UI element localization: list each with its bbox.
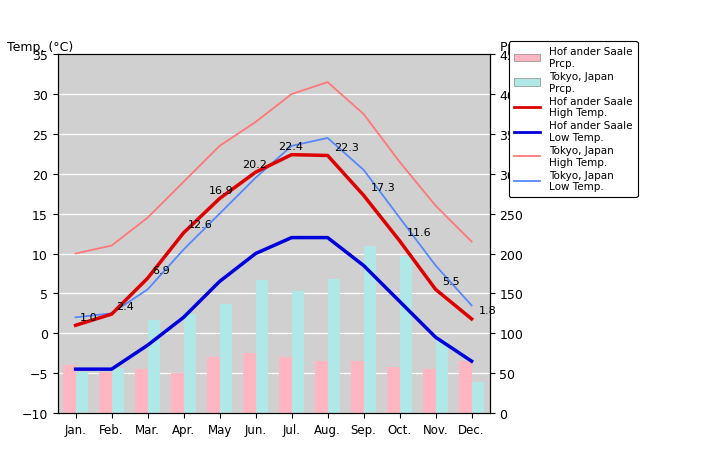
Text: 22.3: 22.3	[335, 143, 359, 152]
Text: Prcp. (mm): Prcp. (mm)	[500, 41, 570, 54]
Text: 1.8: 1.8	[479, 306, 496, 316]
Bar	[423, 369, 436, 413]
Bar	[99, 372, 112, 413]
Legend: Hof ander Saale
Prcp., Tokyo, Japan
Prcp., Hof ander Saale
High Temp., Hof ander: Hof ander Saale Prcp., Tokyo, Japan Prcp…	[509, 42, 637, 197]
Text: 5.5: 5.5	[443, 276, 460, 286]
Bar	[279, 358, 292, 413]
Bar	[220, 304, 232, 413]
Bar	[135, 369, 148, 413]
Bar	[112, 369, 124, 413]
Text: 11.6: 11.6	[407, 228, 431, 238]
Bar	[351, 361, 364, 413]
Text: 1.0: 1.0	[80, 312, 97, 322]
Bar	[243, 353, 256, 413]
Bar	[364, 246, 376, 413]
Text: 17.3: 17.3	[371, 182, 395, 192]
Bar	[171, 373, 184, 413]
Text: 6.9: 6.9	[152, 265, 169, 275]
Text: 12.6: 12.6	[188, 220, 212, 230]
Bar	[400, 257, 412, 413]
Text: 16.9: 16.9	[209, 185, 233, 196]
Bar	[76, 372, 88, 413]
Bar	[207, 358, 220, 413]
Bar	[148, 320, 160, 413]
Bar	[315, 361, 328, 413]
Bar	[387, 367, 400, 413]
Bar	[436, 340, 448, 413]
Bar	[292, 291, 304, 413]
Bar	[63, 365, 76, 413]
Bar	[472, 382, 484, 413]
Text: Temp. (°C): Temp. (°C)	[7, 41, 73, 54]
Bar	[184, 314, 196, 413]
Bar	[459, 361, 472, 413]
Text: 2.4: 2.4	[116, 301, 134, 311]
Bar	[256, 280, 268, 413]
Text: 22.4: 22.4	[278, 142, 302, 152]
Text: 20.2: 20.2	[242, 159, 266, 169]
Bar	[328, 280, 340, 413]
